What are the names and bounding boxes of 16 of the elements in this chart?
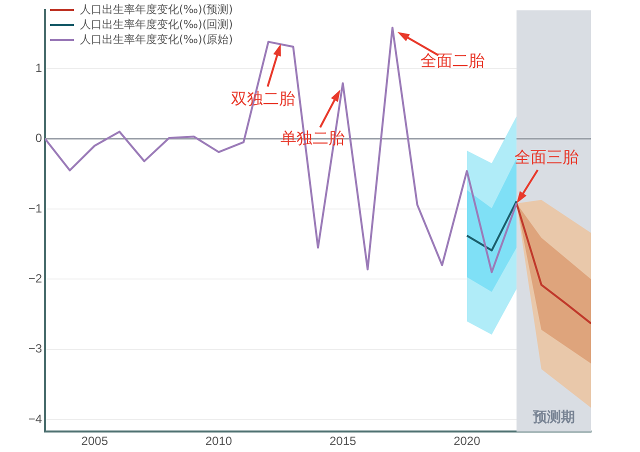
y-tick-label: 0 (35, 131, 42, 146)
legend-label: 人口出生率年度变化(‰)(原始) (80, 32, 233, 47)
legend-label: 人口出生率年度变化(‰)(预测) (80, 2, 233, 17)
x-tick-label: 2015 (329, 434, 356, 448)
legend-label: 人口出生率年度变化(‰)(回测) (80, 17, 233, 32)
y-tick-label: −4 (28, 412, 42, 426)
x-tick-label: 2020 (454, 434, 481, 448)
y-tick-label: 1 (35, 60, 42, 75)
y-tick-label: −2 (28, 272, 42, 286)
annotation: 全面三胎 (514, 148, 579, 166)
band-label: 预测期 (532, 410, 575, 426)
y-tick-label: −1 (28, 201, 42, 216)
x-tick-label: 2005 (81, 434, 108, 448)
x-tick-label: 2010 (205, 434, 232, 448)
annotation: 全面二胎 (420, 51, 484, 70)
y-tick-label: −3 (28, 342, 42, 356)
